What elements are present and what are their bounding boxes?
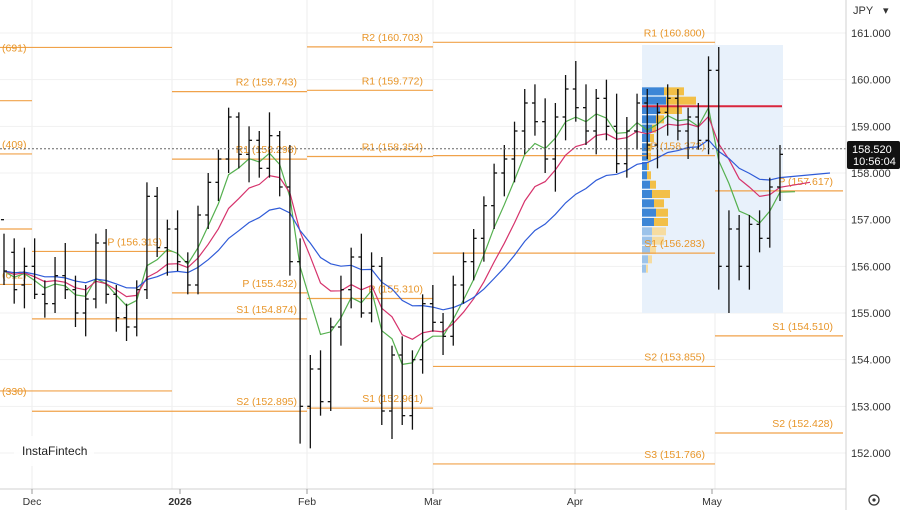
vp-buy-bar xyxy=(642,218,654,226)
pivot-label: R2 (160.703) xyxy=(362,32,423,44)
currency-selector[interactable]: JPY ▾ xyxy=(847,0,900,20)
watermark-box: InstaFintech xyxy=(14,436,94,466)
vp-sell-bar xyxy=(660,106,682,114)
instafintech-logo: InstaFintech xyxy=(22,444,87,458)
pivot-levels: R3 (161.722)(691)R2 (160.703)R1 (160.800… xyxy=(0,27,843,465)
price-bars xyxy=(1,47,783,449)
pivot-label: S1 (154.510) xyxy=(772,321,833,333)
vp-sell-bar xyxy=(650,246,656,254)
vp-sell-bar xyxy=(654,218,668,226)
y-tick-label: 160.000 xyxy=(851,75,891,87)
price-axis: 161.000 160.000 159.000 158.000 157.000 156.0… xyxy=(851,28,891,460)
x-tick-label: Dec xyxy=(23,496,42,508)
y-tick-label: 154.000 xyxy=(851,355,891,367)
pivot-label: S2 (152.428) xyxy=(772,418,833,430)
pivot-label: R1 (159.772) xyxy=(362,75,423,87)
chevron-down-icon: ▾ xyxy=(883,5,889,17)
y-tick-label: 157.000 xyxy=(851,215,891,227)
pivot-label: P (158.372) xyxy=(650,141,705,153)
vp-buy-bar xyxy=(642,134,650,142)
vp-sell-bar xyxy=(656,208,668,217)
pivot-label: S2 (152.895) xyxy=(236,396,297,408)
ma-line xyxy=(3,105,796,366)
x-tick-label: Mar xyxy=(424,496,443,508)
vp-buy-bar xyxy=(642,96,666,105)
vp-sell-bar xyxy=(648,143,651,152)
y-tick-label: 161.000 xyxy=(851,28,891,40)
vp-buy-bar xyxy=(642,152,648,161)
y-tick-label: 152.000 xyxy=(851,448,891,460)
countdown-label: 10:56:04 xyxy=(853,156,896,168)
vp-sell-bar xyxy=(647,162,649,170)
pivot-label: P (155.432) xyxy=(242,278,297,290)
pivot-label: (330) xyxy=(2,386,27,398)
y-tick-label: 156.000 xyxy=(851,261,891,273)
vp-sell-bar xyxy=(648,152,651,161)
ma-line xyxy=(3,139,831,311)
vp-buy-bar xyxy=(642,143,648,152)
currency-label: JPY xyxy=(853,5,874,17)
vp-buy-bar xyxy=(642,255,648,264)
pivot-label: R1 (158.354) xyxy=(362,141,423,153)
vp-buy-bar xyxy=(642,171,647,180)
pivot-label: S3 (151.766) xyxy=(644,449,705,461)
vp-sell-bar xyxy=(650,180,656,189)
y-tick-label: 159.000 xyxy=(851,121,891,133)
current-price-label: 158.520 xyxy=(852,144,892,156)
pivot-label: S1 (154.874) xyxy=(236,304,297,316)
vp-sell-bar xyxy=(664,87,684,96)
vp-buy-bar xyxy=(642,106,660,114)
vp-buy-bar xyxy=(642,199,654,208)
vp-buy-bar xyxy=(642,115,656,124)
pivot-label: (691) xyxy=(2,42,27,54)
vp-sell-bar xyxy=(652,227,666,236)
y-tick-label: 158.000 xyxy=(851,168,891,180)
y-tick-label: 155.000 xyxy=(851,308,891,320)
vp-buy-bar xyxy=(642,180,650,189)
vp-buy-bar xyxy=(642,227,652,236)
pivot-label: R2 (159.743) xyxy=(236,77,297,89)
gear-icon xyxy=(868,494,880,506)
vp-buy-bar xyxy=(642,246,650,254)
x-tick-label: Apr xyxy=(567,496,584,508)
vp-sell-bar xyxy=(646,264,648,273)
pivot-label: (409) xyxy=(2,139,27,151)
pivot-label: P (156.319) xyxy=(107,236,162,248)
price-tag: 158.520 10:56:04 xyxy=(847,141,900,169)
vp-sell-bar xyxy=(666,96,696,105)
time-axis: Dec 2026 Feb Mar Apr May xyxy=(23,489,723,508)
vp-buy-bar xyxy=(642,162,647,170)
x-tick-label: May xyxy=(702,496,723,508)
pivot-label: S2 (153.855) xyxy=(644,351,705,363)
vp-sell-bar xyxy=(656,115,664,124)
vp-buy-bar xyxy=(642,87,664,96)
moving-averages xyxy=(3,105,831,366)
ma-line xyxy=(3,115,811,340)
pivot-label: R1 (160.800) xyxy=(644,27,705,39)
x-tick-label: Feb xyxy=(298,496,316,508)
pivot-label: R1 (158.298) xyxy=(236,144,297,156)
vp-sell-bar xyxy=(652,236,664,245)
vp-buy-bar xyxy=(642,208,656,217)
vp-sell-bar xyxy=(648,255,652,264)
vp-sell-bar xyxy=(652,190,670,198)
vp-sell-bar xyxy=(650,134,654,142)
vp-buy-bar xyxy=(642,236,652,245)
vp-sell-bar xyxy=(652,124,656,133)
vp-sell-bar xyxy=(647,171,651,180)
pivot-label: S1 (156.283) xyxy=(644,238,705,250)
vp-buy-bar xyxy=(642,190,652,198)
settings-button[interactable] xyxy=(868,494,880,506)
y-tick-label: 153.000 xyxy=(851,401,891,413)
vp-sell-bar xyxy=(654,199,664,208)
vp-buy-bar xyxy=(642,264,646,273)
x-tick-label: 2026 xyxy=(168,496,192,508)
